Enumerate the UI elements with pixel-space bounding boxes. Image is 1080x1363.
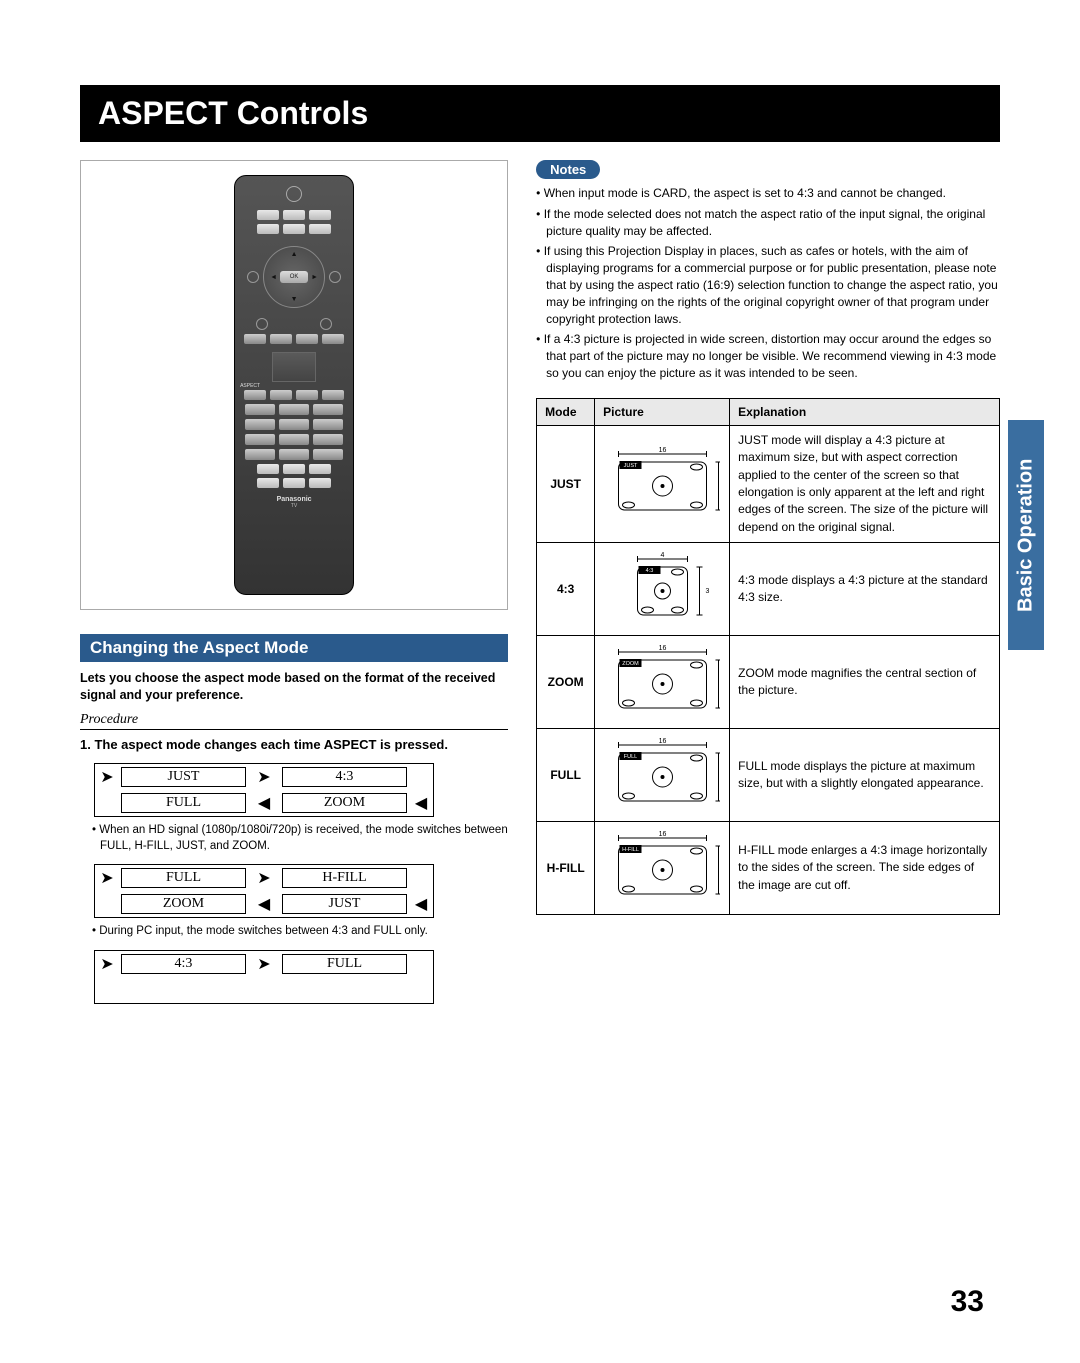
svg-text:4: 4 bbox=[660, 552, 664, 559]
flow-diagram-2: ➤ FULL ➤ H-FILL ZOOM ◀ JUST ◀ bbox=[94, 864, 434, 918]
explanation-cell: FULL mode displays the picture at maximu… bbox=[730, 729, 1000, 822]
th-explanation: Explanation bbox=[730, 398, 1000, 425]
picture-cell: 4 3 4:3 bbox=[595, 543, 730, 636]
page-title: ASPECT Controls bbox=[98, 95, 982, 132]
page-title-bar: ASPECT Controls bbox=[80, 85, 1000, 142]
procedure-step-1: 1. The aspect mode changes each time ASP… bbox=[80, 736, 508, 754]
table-row: 4:3 4 3 4:3 4:3 mode displays a 4:3 pict… bbox=[537, 543, 1000, 636]
note-item: When input mode is CARD, the aspect is s… bbox=[536, 185, 1000, 202]
explanation-cell: H-FILL mode enlarges a 4:3 image horizon… bbox=[730, 822, 1000, 915]
mode-cell: FULL bbox=[537, 729, 595, 822]
svg-text:3: 3 bbox=[705, 588, 709, 595]
flow3-a: 4:3 bbox=[121, 954, 246, 974]
mode-cell: H-FILL bbox=[537, 822, 595, 915]
table-row: H-FILL 16 9 H-FILL H-FILL mode enlarges … bbox=[537, 822, 1000, 915]
side-tab: Basic Operation bbox=[1008, 420, 1044, 650]
notes-list: When input mode is CARD, the aspect is s… bbox=[536, 185, 1000, 382]
notes-label: Notes bbox=[536, 160, 600, 179]
table-row: JUST 16 9 JUST JUST mode will display a … bbox=[537, 425, 1000, 542]
th-picture: Picture bbox=[595, 398, 730, 425]
flow2-c: ZOOM bbox=[121, 894, 246, 914]
svg-text:FULL: FULL bbox=[623, 754, 636, 760]
svg-text:ZOOM: ZOOM bbox=[622, 661, 639, 667]
note-item: If using this Projection Display in plac… bbox=[536, 243, 1000, 327]
section-heading: Changing the Aspect Mode bbox=[80, 634, 508, 662]
note-item: If the mode selected does not match the … bbox=[536, 206, 1000, 240]
power-icon bbox=[286, 186, 302, 202]
flow1-a: JUST bbox=[121, 767, 246, 787]
flow2-b: H-FILL bbox=[282, 868, 407, 888]
svg-text:16: 16 bbox=[658, 738, 666, 745]
explanation-cell: JUST mode will display a 4:3 picture at … bbox=[730, 425, 1000, 542]
flow1-c: FULL bbox=[121, 793, 246, 813]
explanation-cell: ZOOM mode magnifies the central section … bbox=[730, 636, 1000, 729]
svg-text:16: 16 bbox=[658, 447, 666, 454]
picture-cell: 16 9 H-FILL bbox=[595, 822, 730, 915]
picture-cell: 16 9 ZOOM bbox=[595, 636, 730, 729]
section-intro: Lets you choose the aspect mode based on… bbox=[80, 670, 508, 704]
flow-note-1: When an HD signal (1080p/1080i/720p) is … bbox=[92, 823, 508, 854]
mode-cell: 4:3 bbox=[537, 543, 595, 636]
flow1-d: ZOOM bbox=[282, 793, 407, 813]
remote-brand: Panasonic bbox=[277, 496, 312, 503]
procedure-label: Procedure bbox=[80, 712, 508, 730]
flow2-d: JUST bbox=[282, 894, 407, 914]
ok-button: OK bbox=[280, 271, 308, 283]
remote-brand-sub: TV bbox=[291, 503, 297, 509]
picture-cell: 16 9 FULL bbox=[595, 729, 730, 822]
mode-cell: JUST bbox=[537, 425, 595, 542]
svg-text:16: 16 bbox=[658, 831, 666, 838]
table-row: FULL 16 9 FULL FULL mode displays the pi… bbox=[537, 729, 1000, 822]
svg-text:16: 16 bbox=[658, 645, 666, 652]
remote-illustration: ▲ ▼ ◄ ► OK ASPECT bbox=[80, 160, 508, 610]
flow-diagram-3: ➤ 4:3 ➤ FULL bbox=[94, 950, 434, 1004]
flow-diagram-1: ➤ JUST ➤ 4:3 FULL ◀ ZOOM ◀ bbox=[94, 763, 434, 817]
mode-cell: ZOOM bbox=[537, 636, 595, 729]
flow1-b: 4:3 bbox=[282, 767, 407, 787]
aspect-button-label: ASPECT bbox=[240, 383, 260, 389]
note-item: If a 4:3 picture is projected in wide sc… bbox=[536, 331, 1000, 381]
flow-note-2: During PC input, the mode switches betwe… bbox=[92, 924, 508, 940]
th-mode: Mode bbox=[537, 398, 595, 425]
picture-cell: 16 9 JUST bbox=[595, 425, 730, 542]
flow3-b: FULL bbox=[282, 954, 407, 974]
page-number: 33 bbox=[951, 1285, 984, 1319]
svg-text:H-FILL: H-FILL bbox=[622, 847, 639, 853]
svg-text:4:3: 4:3 bbox=[645, 568, 653, 574]
flow2-a: FULL bbox=[121, 868, 246, 888]
explanation-cell: 4:3 mode displays a 4:3 picture at the s… bbox=[730, 543, 1000, 636]
dpad-icon: ▲ ▼ ◄ ► OK bbox=[263, 246, 325, 308]
table-row: ZOOM 16 9 ZOOM ZOOM mode magnifies the c… bbox=[537, 636, 1000, 729]
mode-table: Mode Picture Explanation JUST 16 9 JUST bbox=[536, 398, 1000, 915]
svg-text:JUST: JUST bbox=[623, 463, 637, 469]
